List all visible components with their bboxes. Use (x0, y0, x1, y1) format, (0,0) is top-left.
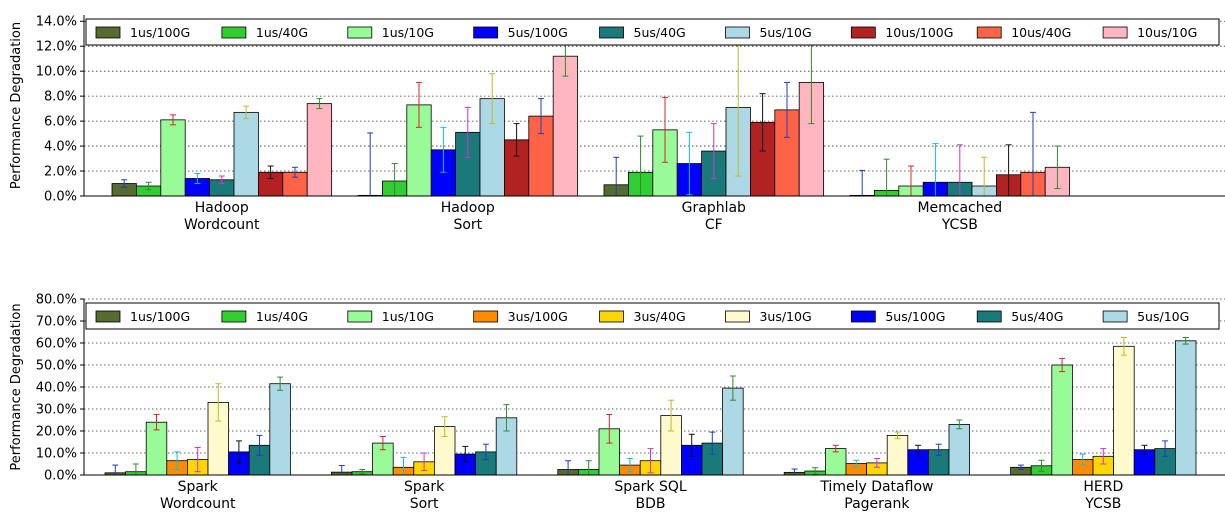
legend-swatch-5us-10g (1102, 310, 1128, 323)
chart-top: Performance Degradation 0.0% 2.0% 4.0% 6.0% 8… (9, 15, 1225, 233)
y-tick-label: 10.0% (36, 65, 77, 80)
legend-label: 5us/100G (885, 309, 945, 324)
bar-5us-10g (1175, 340, 1197, 476)
x-tick-label: Hadoop (441, 200, 495, 216)
y-tick-label: 40.0% (36, 381, 77, 396)
x-tick-label: CF (705, 217, 723, 233)
y-tick-label: 70.0% (36, 315, 77, 330)
bar-5us-10g (269, 383, 291, 476)
legend-label: 10us/10G (1137, 25, 1197, 40)
legend-label: 5us/40G (1011, 309, 1063, 324)
legend-label: 5us/40G (634, 25, 686, 40)
x-tick-label: HERD (1083, 479, 1123, 495)
legend-swatch-1us-100g (95, 310, 121, 323)
legend-swatch-5us-100g (473, 26, 499, 39)
legend-label: 3us/10G (759, 309, 811, 324)
legend-swatch-1us-40g (221, 310, 247, 323)
legend-label: 5us/100G (508, 25, 568, 40)
x-tick-label: BDB (636, 496, 666, 512)
legend-swatch-5us-10g (725, 26, 750, 39)
bar-1us-10g (1051, 364, 1073, 476)
y-tick-label: 6.0% (44, 115, 77, 130)
x-tick-label: Spark SQL (614, 479, 687, 495)
legend-label: 1us/10G (382, 25, 434, 40)
y-tick-label: 30.0% (36, 403, 77, 418)
x-tick-label: Sort (453, 217, 482, 233)
legend-label: 5us/10G (1137, 309, 1189, 324)
x-tick-label: YCSB (1084, 496, 1121, 512)
bar-1us-10g (825, 448, 847, 476)
y-tick-label: 10.0% (36, 447, 77, 462)
legend-swatch-1us-100g (95, 26, 121, 39)
legend-label: 1us/10G (382, 309, 434, 324)
x-tick-label: YCSB (941, 217, 978, 233)
x-tick-label: Timely Dataflow (819, 479, 933, 495)
y-tick-label: 50.0% (36, 359, 77, 374)
y-tick-label: 60.0% (36, 337, 77, 352)
x-tick-label: Graphlab (682, 200, 746, 216)
bar-5us-10g (948, 423, 971, 476)
bar-5us-10g (479, 98, 505, 197)
x-tick-label: Spark (178, 479, 219, 495)
y-tick-label: 0.0% (44, 190, 77, 205)
bar-5us-10g (233, 111, 259, 197)
x-tick-label: Sort (410, 496, 439, 512)
legend-label: 1us/100G (130, 25, 190, 40)
x-tick-label: Hadoop (195, 200, 249, 216)
x-tick-label: Memcached (917, 200, 1002, 216)
legend-swatch-10us-10g (1102, 26, 1128, 39)
legend-swatch-10us-100g (850, 26, 876, 39)
legend-swatch-3us-100g (473, 310, 499, 323)
legend-label: 10us/100G (885, 25, 953, 40)
y-tick-label: 0.0% (44, 469, 77, 484)
y-tick-label: 4.0% (44, 140, 77, 155)
x-tick-label: Pagerank (844, 496, 910, 512)
y-tick-label: 14.0% (36, 15, 77, 30)
legend-label: 3us/100G (508, 309, 568, 324)
legend-swatch-5us-100g (850, 310, 876, 323)
y-axis-label: Performance Degradation (9, 22, 24, 189)
legend-swatch-1us-40g (221, 26, 247, 39)
legend-swatch-10us-40g (976, 26, 1002, 39)
y-tick-label: 80.0% (36, 293, 77, 308)
bar-1us-10g (160, 119, 186, 197)
legend-swatch-1us-10g (347, 26, 373, 39)
y-tick-label: 2.0% (44, 165, 77, 180)
bar-10us-10g (552, 55, 579, 197)
legend-label: 3us/40G (634, 309, 686, 324)
chart-bottom: Performance Degradation 0.0% 10.0% 20.0% 30.… (9, 293, 1225, 512)
x-tick-label: Wordcount (184, 217, 260, 233)
x-tick-label: Spark (404, 479, 445, 495)
x-tick-label: Wordcount (160, 496, 236, 512)
legend-label: 1us/40G (256, 309, 308, 324)
legend-label: 1us/100G (130, 309, 190, 324)
bar-3us-10g (886, 434, 909, 476)
legend-label: 5us/10G (759, 25, 811, 40)
legend-label: 1us/40G (256, 25, 308, 40)
legend (85, 18, 1220, 46)
bar-5us-10g (722, 387, 744, 476)
legend-label: 10us/40G (1011, 25, 1071, 40)
y-tick-label: 20.0% (36, 425, 77, 440)
y-tick-label: 12.0% (36, 40, 77, 55)
legend-swatch-5us-40g (599, 26, 624, 39)
y-axis-label: Performance Degradation (9, 303, 24, 470)
legend-swatch-5us-40g (976, 310, 1002, 323)
legend-swatch-3us-10g (725, 310, 750, 323)
legend-swatch-1us-10g (347, 310, 373, 323)
bar-10us-10g (306, 103, 333, 197)
legend (85, 302, 1220, 330)
bar-3us-10g (1113, 345, 1135, 476)
legend-swatch-3us-40g (599, 310, 624, 323)
y-tick-label: 8.0% (44, 90, 77, 105)
